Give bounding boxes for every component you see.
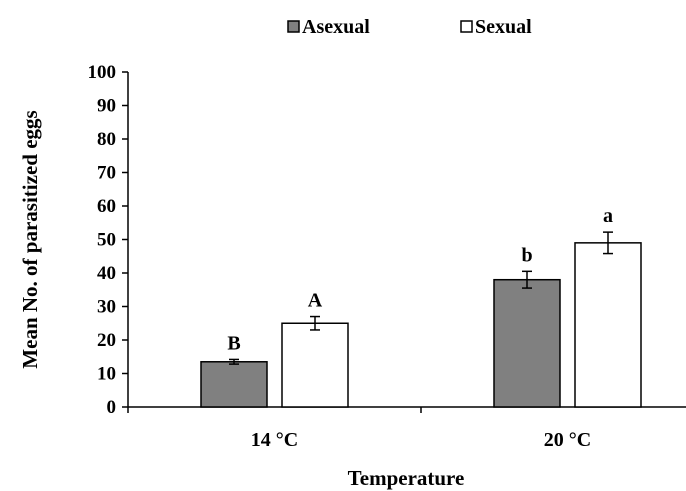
y-axis-title: Mean No. of parasitized eggs — [18, 110, 42, 368]
bars: B Ab a — [200, 205, 642, 408]
legend: Asexual Sexual — [287, 16, 532, 38]
bar-sexual-2 — [574, 242, 642, 408]
y-tick-label: 40 — [97, 263, 116, 284]
y-tick-label: 70 — [97, 163, 116, 184]
y-tick-label: 10 — [97, 364, 116, 385]
y-tick-label: 100 — [88, 62, 117, 83]
y-tick-label: 30 — [97, 297, 116, 318]
y-tick-label: 20 — [97, 330, 116, 351]
legend-label-sexual: Sexual — [475, 16, 532, 38]
significance-label: a — [603, 205, 613, 227]
bar-asexual-2 — [493, 278, 561, 408]
bar-sexual-1 — [281, 322, 349, 408]
significance-label: B — [227, 332, 240, 354]
x-axis-title: Temperature — [348, 466, 465, 490]
significance-label: b — [521, 244, 532, 266]
bar-asexual-1 — [200, 361, 268, 408]
y-tick-label: 0 — [107, 397, 117, 418]
x-tick-label: 14 °C — [251, 429, 298, 451]
legend-swatch-asexual — [287, 20, 300, 33]
y-tick-label: 90 — [97, 96, 116, 117]
significance-label: A — [308, 290, 323, 312]
x-tick-label: 20 °C — [544, 429, 591, 451]
x-axis-ticks — [127, 407, 422, 413]
x-axis-categories: 14 °C 20 °C — [251, 429, 591, 451]
y-tick-label: 80 — [97, 129, 116, 150]
y-tick-label: 60 — [97, 196, 116, 217]
legend-label-asexual: Asexual — [302, 16, 370, 38]
legend-swatch-sexual — [460, 20, 473, 33]
y-axis-ticks: 0 10 20 30 40 50 60 70 80 90 100 — [88, 62, 128, 418]
y-tick-label: 50 — [97, 230, 116, 251]
